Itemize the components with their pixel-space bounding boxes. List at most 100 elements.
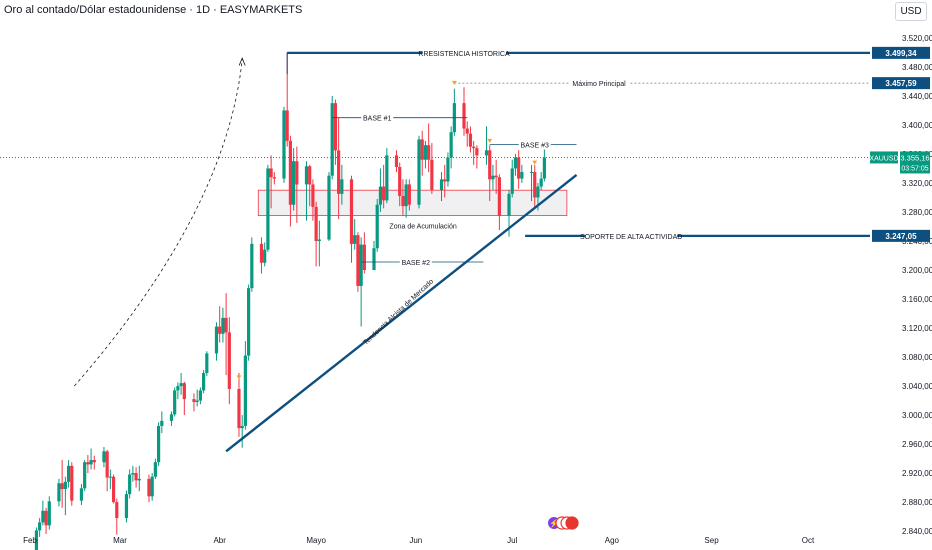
- candle-body: [86, 462, 90, 465]
- candle-body: [176, 386, 180, 391]
- x-tick-label: Abr: [213, 536, 226, 545]
- candle-body: [70, 465, 74, 501]
- candle-body: [362, 244, 366, 270]
- candle-body: [205, 353, 209, 373]
- candle-body: [517, 157, 521, 179]
- event-markers[interactable]: ⚡: [548, 516, 579, 530]
- candle-body: [153, 462, 157, 477]
- candle-body: [102, 451, 106, 463]
- candle-body: [484, 150, 489, 156]
- candle-body: [472, 146, 476, 149]
- countdown-tag: 03:57:05: [901, 165, 928, 172]
- candle-body: [529, 172, 534, 174]
- candle-body: [115, 502, 119, 519]
- y-axis[interactable]: 3.520,003.480,003.440,003.400,003.360,00…: [869, 34, 932, 536]
- candle-body: [160, 420, 164, 426]
- candle-body: [263, 249, 267, 263]
- candle-body: [417, 139, 421, 205]
- y-tick-label: 3.320,00: [902, 179, 932, 188]
- candle-body: [404, 184, 408, 207]
- candle-body: [378, 186, 383, 205]
- base3-label: BASE #3: [521, 143, 550, 150]
- y-tick-label: 3.080,00: [902, 353, 932, 362]
- candle-body: [60, 483, 64, 490]
- base2-label: BASE #2: [402, 260, 431, 267]
- candle-body: [182, 383, 186, 400]
- y-tick-label: 3.280,00: [902, 208, 932, 217]
- support-price-tag: 3.247,05: [885, 232, 917, 241]
- candle-body: [401, 196, 405, 207]
- candle-body: [247, 288, 251, 356]
- main-max-price-tag-bg: [872, 77, 930, 90]
- candle-body: [128, 474, 132, 495]
- candle-body: [349, 179, 354, 244]
- chart-title: Oro al contado/Dólar estadounidense · 1D…: [4, 4, 303, 16]
- main-max-price-tag: 3.457,59: [885, 79, 917, 88]
- candle-body: [218, 326, 222, 334]
- candle-body: [330, 103, 334, 176]
- resistance-label: RRESISTENCIA HISTORICA: [418, 51, 510, 58]
- candle-body: [108, 476, 112, 478]
- candle-body: [198, 390, 202, 401]
- candle-body: [533, 172, 537, 198]
- candle-body: [420, 139, 424, 160]
- x-tick-label: Jun: [409, 536, 422, 545]
- candle-body: [272, 177, 276, 179]
- candle-body: [536, 186, 540, 198]
- y-tick-label: 3.440,00: [902, 92, 932, 101]
- candle-body: [266, 168, 270, 250]
- candle-body: [372, 248, 376, 270]
- base3-label-bg: [518, 139, 551, 150]
- candle-body: [382, 186, 386, 201]
- candle-body: [221, 317, 225, 334]
- candle-body: [439, 179, 444, 191]
- candle-body: [237, 388, 241, 429]
- candle-body: [57, 483, 61, 502]
- candle-body: [192, 399, 196, 403]
- x-tick-label: Jul: [507, 536, 517, 545]
- main-max-label-bg: [569, 78, 630, 89]
- base1-label-bg: [361, 112, 394, 123]
- currency-button[interactable]: USD: [895, 2, 927, 21]
- candle-body: [38, 522, 42, 531]
- trendline: [225, 174, 578, 453]
- x-axis[interactable]: Feb Mar Abr Mayo Jun Jul Ago Sep Oct: [23, 536, 815, 545]
- candle-body: [195, 400, 199, 403]
- accumulation-zone-label: Zona de Acumulación: [389, 224, 456, 231]
- candle-body: [407, 184, 411, 205]
- candle-body: [156, 425, 161, 463]
- y-tick-label: 2.960,00: [902, 440, 932, 449]
- candle-body: [430, 159, 434, 191]
- candle-body: [304, 166, 309, 185]
- candle-body: [340, 179, 344, 194]
- candle-body: [47, 501, 51, 526]
- candle-body: [295, 161, 299, 185]
- y-tick-label: 3.400,00: [902, 121, 932, 130]
- x-tick-label: Mar: [113, 536, 127, 545]
- main-max-label: Máximo Principal: [572, 81, 626, 88]
- candle-body: [137, 478, 141, 481]
- candle-body: [385, 155, 389, 201]
- candle-body: [443, 179, 447, 182]
- candle-body: [488, 150, 492, 180]
- candle-body: [494, 175, 498, 178]
- candles: [34, 52, 546, 550]
- candle-body: [224, 317, 228, 333]
- candle-body: [41, 510, 45, 523]
- y-tick-label: 2.920,00: [902, 469, 932, 478]
- candle-body: [250, 243, 254, 289]
- candle-body: [308, 166, 312, 185]
- candle-body: [288, 140, 293, 205]
- candle-body: [282, 110, 286, 179]
- y-tick-label: 3.160,00: [902, 295, 932, 304]
- last-price-tag: 3.355,16: [900, 153, 929, 162]
- lightning-glyph: ⚡: [549, 518, 559, 528]
- symbol-tag-bg: [870, 151, 898, 164]
- candle-body: [520, 172, 524, 179]
- candle-body: [259, 243, 264, 263]
- candle-body: [423, 145, 428, 160]
- x-tick-label: Mayo: [306, 536, 326, 545]
- x-tick-label: Ago: [605, 536, 620, 545]
- candle-body: [34, 530, 39, 550]
